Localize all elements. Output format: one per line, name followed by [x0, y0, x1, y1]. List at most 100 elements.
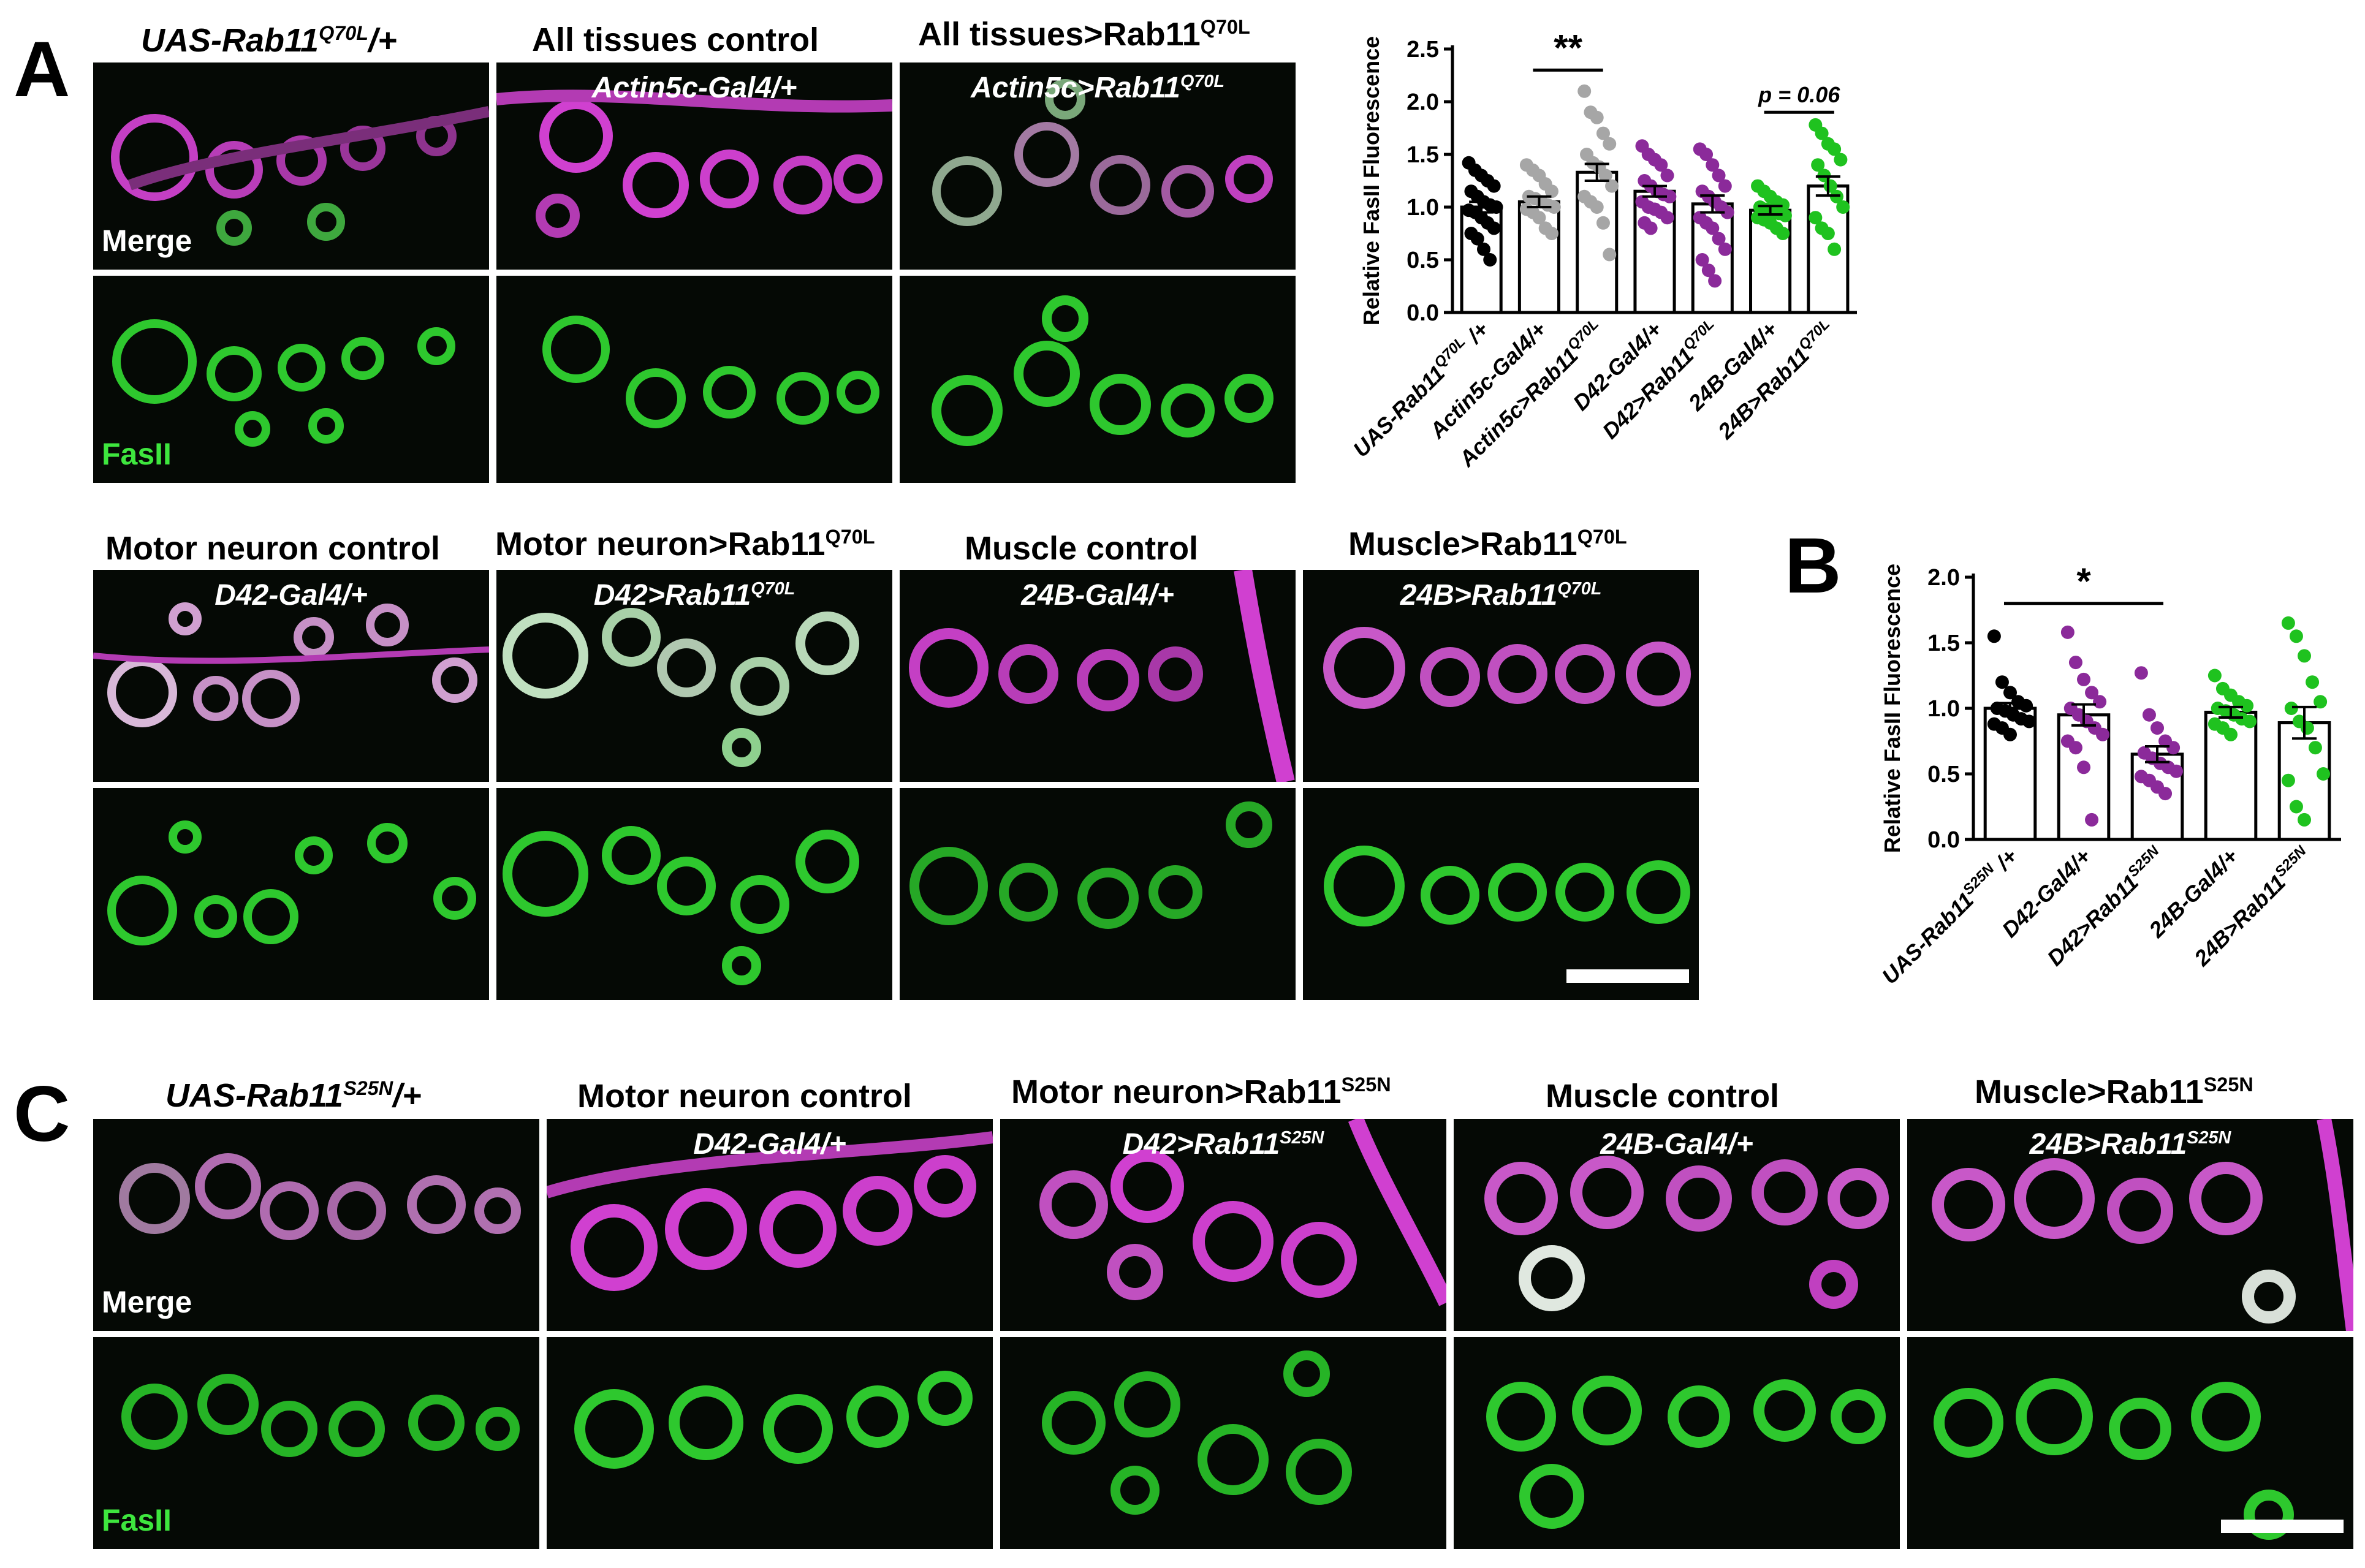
panel-c-header-1: UAS-Rab11S25N/+	[165, 1077, 422, 1114]
data-point	[1596, 126, 1610, 140]
y-tick-label: 1.0	[1406, 195, 1439, 221]
data-point	[1577, 84, 1592, 98]
data-point	[2166, 741, 2181, 755]
data-point	[2003, 686, 2017, 700]
merge-channel-label: Merge	[102, 224, 192, 258]
data-point	[1487, 221, 1501, 235]
data-point	[2281, 616, 2295, 630]
data-point	[2281, 773, 2295, 787]
data-point	[2317, 767, 2331, 781]
data-point	[1483, 253, 1497, 267]
data-point	[2289, 629, 2303, 643]
y-tick-label: 2.0	[1927, 565, 1960, 591]
data-point	[1695, 253, 1709, 267]
scale-bar	[2221, 1520, 2344, 1533]
data-point	[1811, 158, 1825, 172]
y-tick-label: 0.0	[1927, 827, 1960, 853]
data-point	[2224, 727, 2238, 741]
panel-a-bottom-header-2: Motor neuron>Rab11Q70L	[495, 526, 875, 562]
panel-c-fasii-image-2	[547, 1337, 993, 1549]
data-point	[1596, 216, 1610, 230]
y-tick-label: 2.0	[1406, 89, 1439, 115]
merge-channel-label: Merge	[102, 1285, 192, 1319]
data-point	[2093, 695, 2107, 709]
data-point	[1544, 227, 1558, 240]
panel-c-header-3: Motor neuron>Rab11S25N	[1011, 1074, 1391, 1110]
panel-c-fasii-image-1: FasII	[93, 1337, 539, 1549]
significance-label: **	[1554, 27, 1582, 68]
data-point	[2169, 764, 2184, 778]
data-point	[1718, 179, 1732, 193]
y-axis-label: Relative FasII Fluorescence	[1880, 564, 1905, 853]
data-point	[2085, 812, 2099, 827]
panel-a-merge-image-2: Actin5c-Gal4/+	[496, 62, 892, 270]
data-point	[1660, 169, 1674, 183]
data-point	[1809, 211, 1823, 225]
y-axis-label: Relative FasII Fluorescence	[1359, 36, 1384, 325]
data-point	[1605, 179, 1619, 193]
significance-label: *	[2076, 561, 2091, 602]
data-point	[2077, 672, 2090, 686]
data-point	[2300, 721, 2314, 735]
data-point	[1547, 200, 1561, 214]
data-point	[2314, 695, 2328, 709]
panel-a-fasii-image-6	[900, 788, 1296, 1000]
panel-letter-a: A	[13, 26, 70, 113]
y-tick-label: 0.5	[1406, 248, 1439, 273]
data-point	[1470, 232, 1484, 246]
significance-label: p = 0.06	[1758, 82, 1840, 107]
data-point	[1995, 675, 2009, 689]
panel-c-merge-image-1: Merge	[93, 1119, 539, 1331]
data-point	[2308, 741, 2322, 755]
panel-c-header-2: Motor neuron control	[577, 1078, 912, 1115]
data-point	[2151, 721, 2164, 735]
data-point	[2240, 699, 2254, 713]
genotype-label: Actin5c-Gal4/+	[591, 72, 797, 104]
panel-a-merge-image-7: 24B>Rab11Q70L	[1303, 570, 1699, 782]
chart-b: 0.0 0.5 1.0 1.5 2.0 Relative FasII Fluorescen…	[1877, 561, 2341, 989]
data-point	[1815, 126, 1829, 140]
panel-a-merge-image-3: Actin5c>Rab11Q70L	[900, 62, 1296, 270]
data-point	[2068, 656, 2082, 670]
panel-c-merge-image-2: D42-Gal4/+	[547, 1119, 993, 1331]
panel-a-top-header-2: All tissues control	[532, 21, 819, 58]
data-point	[2096, 727, 2110, 741]
data-point	[1532, 211, 1546, 225]
data-point	[1590, 200, 1604, 214]
panel-c-header-5: Muscle>Rab11S25N	[1975, 1074, 2253, 1110]
data-point	[2298, 812, 2311, 827]
genotype-label: 24B>Rab11S25N	[2029, 1128, 2231, 1161]
y-tick-label: 0.5	[1927, 762, 1960, 787]
fasii-channel-label: FasII	[102, 437, 172, 471]
data-point	[2003, 727, 2017, 741]
genotype-label: 24B-Gal4/+	[1021, 579, 1174, 612]
data-point	[1701, 263, 1715, 278]
y-tick-label: 1.0	[1927, 696, 1960, 722]
data-point	[2142, 708, 2156, 722]
panel-c-fasii-image-4	[1454, 1337, 1900, 1549]
data-point	[1644, 221, 1658, 235]
data-point	[2077, 760, 2090, 775]
data-point	[2243, 714, 2257, 729]
panel-letter-b: B	[1785, 522, 1842, 610]
data-point	[2284, 702, 2298, 715]
data-point	[1987, 629, 2001, 643]
data-point	[2068, 741, 2082, 755]
data-point	[2134, 666, 2148, 680]
panel-a-fasii-image-2	[496, 276, 892, 483]
genotype-label: 24B-Gal4/+	[1600, 1128, 1753, 1161]
panel-c-fasii-image-5	[1907, 1337, 2353, 1549]
panel-c-merge-image-5: 24B>Rab11S25N	[1907, 1119, 2353, 1331]
panel-c-merge-image-3: D42>Rab11S25N	[1000, 1119, 1446, 1331]
panel-c-fasii-image-3	[1000, 1337, 1446, 1549]
genotype-label: Actin5c>Rab11Q70L	[971, 72, 1224, 104]
data-point	[1834, 153, 1848, 167]
panel-a-fasii-image-7	[1303, 788, 1699, 1000]
panel-a-fasii-image-1: FasII	[93, 276, 489, 483]
data-point	[1663, 189, 1677, 203]
data-point	[2022, 714, 2037, 729]
y-tick-label: 1.5	[1406, 142, 1439, 168]
data-point	[2019, 699, 2033, 713]
panel-a-merge-image-5: D42>Rab11Q70L	[496, 570, 892, 782]
data-point	[1489, 200, 1503, 214]
